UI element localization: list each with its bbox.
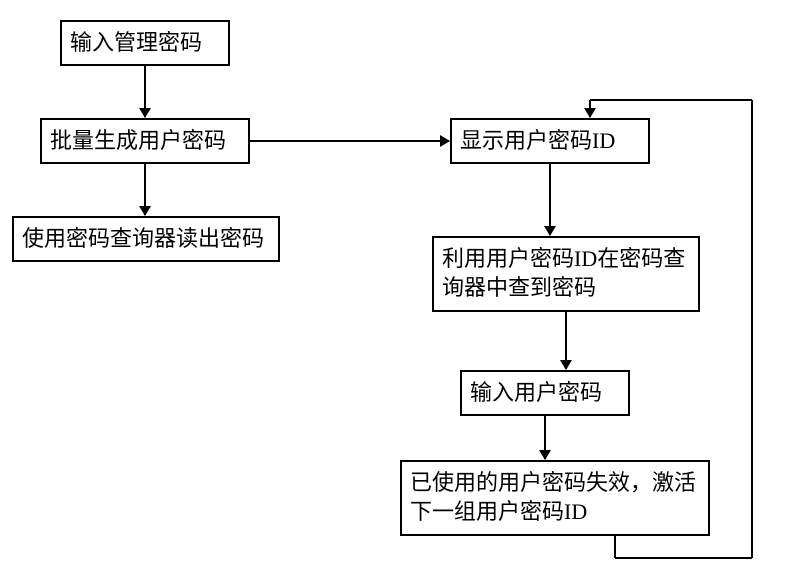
node-label: 利用用户密码ID在密码查询器中查到密码 <box>442 245 690 302</box>
node-read-password-via-query: 使用密码查询器读出密码 <box>12 216 280 262</box>
node-display-password-id: 显示用户密码ID <box>450 118 650 164</box>
node-label: 输入管理密码 <box>70 29 202 58</box>
node-label: 已使用的用户密码失效，激活下一组用户密码ID <box>410 469 700 526</box>
node-label: 显示用户密码ID <box>460 127 615 156</box>
node-input-user-password: 输入用户密码 <box>460 370 630 416</box>
node-batch-generate-passwords: 批量生成用户密码 <box>40 118 250 164</box>
node-label: 使用密码查询器读出密码 <box>22 225 264 254</box>
flowchart-canvas: 输入管理密码 批量生成用户密码 使用密码查询器读出密码 显示用户密码ID 利用用… <box>0 0 800 588</box>
node-label: 输入用户密码 <box>470 379 602 408</box>
node-label: 批量生成用户密码 <box>50 127 226 156</box>
node-expire-and-activate-next: 已使用的用户密码失效，激活下一组用户密码ID <box>400 460 710 536</box>
node-input-admin-password: 输入管理密码 <box>60 20 230 66</box>
node-lookup-password-by-id: 利用用户密码ID在密码查询器中查到密码 <box>432 236 700 312</box>
